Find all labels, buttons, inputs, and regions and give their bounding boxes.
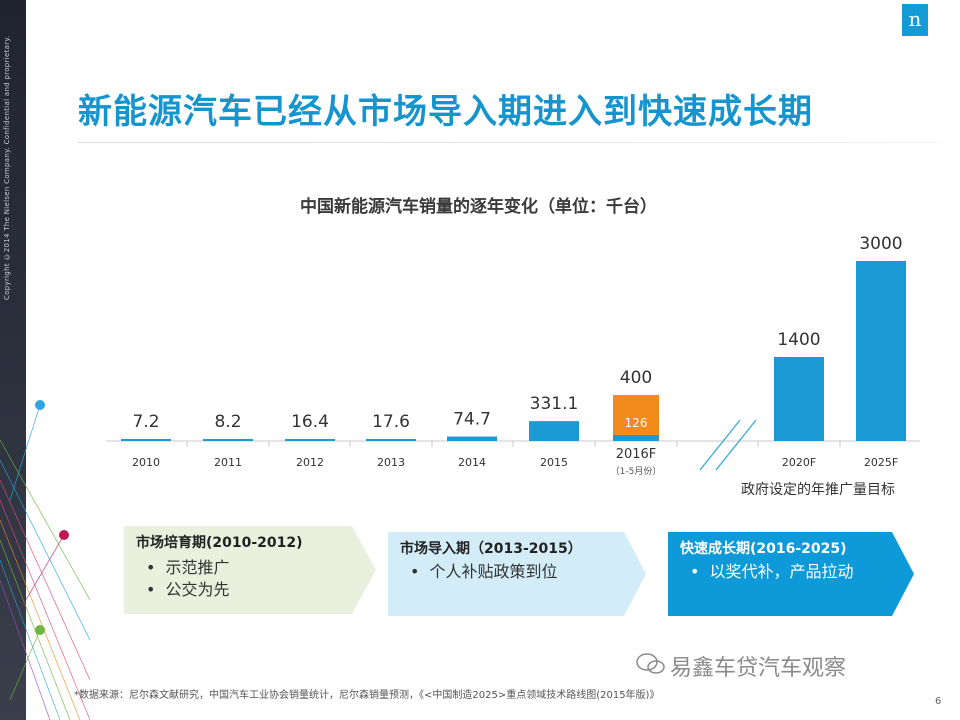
deco-dot-green — [35, 625, 45, 635]
phase-cultivation: 市场培育期(2010-2012) 示范推广 公交为先 — [124, 526, 376, 614]
x-tick-label-2010: 2010 — [132, 456, 160, 469]
bar-2013 — [366, 439, 416, 441]
deco-dot-red — [59, 530, 69, 540]
sidebar-strip: Copyright ©2014 The Nielsen Company. Con… — [0, 0, 26, 720]
bar-2016F-ytd — [613, 435, 659, 441]
watermark-text: 易鑫车贷汽车观察 — [670, 656, 847, 681]
x-tick-label-2013: 2013 — [377, 456, 405, 469]
x-tick-label-2015: 2015 — [540, 456, 568, 469]
value-label-2025F: 3000 — [859, 234, 902, 254]
title-divider — [78, 142, 938, 143]
page-title: 新能源汽车已经从市场导入期进入到快速成长期 — [78, 92, 813, 132]
target-annotation: 政府设定的年推广量目标 — [741, 482, 895, 498]
x-tick-label-2011: 2011 — [214, 456, 242, 469]
axis-break-mark — [699, 419, 741, 471]
bar-2011 — [203, 439, 253, 441]
data-source-note: *数据来源：尼尔森文献研究，中国汽车工业协会销量统计，尼尔森销量预测，《<中国制… — [74, 690, 660, 701]
bar-chart: 7.2 2010 8.2 2011 16.4 2012 17.6 2013 74.7 2014 33… — [106, 234, 920, 498]
value-label-2020F: 1400 — [777, 330, 820, 350]
phase-title: 市场导入期（2013-2015） — [400, 541, 582, 557]
value-label-2012: 16.4 — [291, 412, 329, 432]
x-tick-label-2025F: 2025F — [864, 456, 898, 469]
bar-2015 — [529, 421, 579, 441]
phase-item: 示范推广 — [146, 554, 229, 578]
phase-item: 以奖代补，产品拉动 — [690, 558, 853, 582]
x-tick-sublabel-2016F: （1-5月份） — [611, 465, 662, 477]
value-label-2016F: 400 — [620, 368, 652, 388]
phase-growth: 快速成长期(2016-2025) 以奖代补，产品拉动 — [668, 532, 914, 620]
wechat-icon — [636, 653, 665, 674]
bar-2016F-total — [613, 395, 659, 441]
axis-break-mark — [715, 419, 757, 471]
bar-2025F — [856, 261, 906, 441]
bar-inner-label-2016F: 126 — [625, 416, 648, 430]
deco-dot-blue — [35, 400, 45, 410]
value-label-2015: 331.1 — [530, 394, 579, 414]
bar-2020F — [774, 357, 824, 441]
value-label-2013: 17.6 — [372, 412, 410, 432]
x-tick-label-2020F: 2020F — [782, 456, 816, 469]
brand-logo: n — [902, 4, 928, 36]
phase-title: 市场培育期(2010-2012) — [136, 535, 303, 551]
x-tick-label-2016F: 2016F — [616, 447, 657, 462]
page-number: 6 — [935, 696, 942, 707]
value-label-2011: 8.2 — [214, 412, 241, 432]
bar-2012 — [285, 439, 335, 441]
value-label-2014: 74.7 — [453, 410, 491, 430]
bar-2014 — [447, 436, 497, 441]
bar-2010 — [121, 439, 171, 441]
decorative-mesh — [0, 400, 90, 720]
phase-item: 公交为先 — [146, 576, 229, 600]
x-tick-label-2012: 2012 — [296, 456, 324, 469]
phase-introduction: 市场导入期（2013-2015） 个人补贴政策到位 — [388, 532, 646, 620]
x-tick-label-2014: 2014 — [458, 456, 486, 469]
value-label-2010: 7.2 — [132, 412, 159, 432]
chart-title: 中国新能源汽车销量的逐年变化（单位：千台） — [300, 197, 657, 217]
phase-title: 快速成长期(2016-2025) — [680, 541, 847, 557]
phase-item: 个人补贴政策到位 — [410, 558, 557, 582]
